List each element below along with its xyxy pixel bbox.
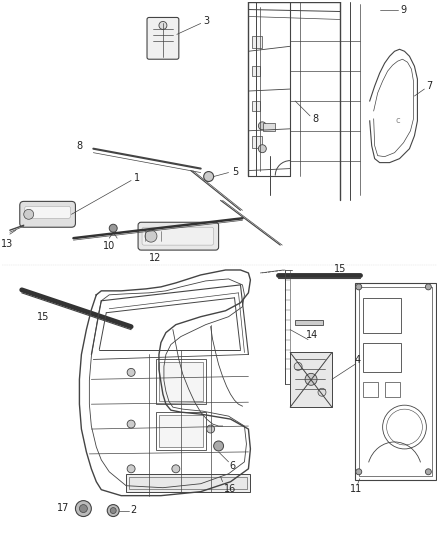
Circle shape xyxy=(127,465,135,473)
Bar xyxy=(252,36,262,49)
Circle shape xyxy=(109,224,117,232)
Circle shape xyxy=(258,122,266,130)
FancyBboxPatch shape xyxy=(138,222,219,250)
Bar xyxy=(129,477,247,489)
Circle shape xyxy=(110,507,116,513)
Bar xyxy=(363,343,400,373)
Circle shape xyxy=(24,209,34,219)
Bar xyxy=(252,66,260,76)
Text: 1: 1 xyxy=(134,173,140,182)
Circle shape xyxy=(127,420,135,428)
Text: 6: 6 xyxy=(230,461,236,471)
Bar xyxy=(159,362,203,401)
Text: 17: 17 xyxy=(57,503,70,513)
Text: 16: 16 xyxy=(224,483,237,494)
Text: 11: 11 xyxy=(350,483,362,494)
FancyBboxPatch shape xyxy=(147,18,179,59)
Circle shape xyxy=(425,284,431,290)
Text: 15: 15 xyxy=(37,312,50,322)
Bar xyxy=(263,123,275,131)
Text: 7: 7 xyxy=(426,81,432,91)
FancyBboxPatch shape xyxy=(25,206,71,219)
Text: c: c xyxy=(395,116,400,125)
Bar xyxy=(359,287,432,476)
Bar xyxy=(156,359,206,404)
Bar xyxy=(252,101,260,111)
Circle shape xyxy=(318,388,326,396)
Bar xyxy=(290,352,332,407)
Bar xyxy=(156,412,206,450)
Circle shape xyxy=(425,469,431,475)
Bar xyxy=(252,136,262,148)
Circle shape xyxy=(145,230,157,242)
Bar xyxy=(295,320,323,325)
Text: 9: 9 xyxy=(400,4,406,14)
Circle shape xyxy=(127,368,135,376)
Circle shape xyxy=(79,505,87,513)
Circle shape xyxy=(356,284,362,290)
Bar xyxy=(363,382,378,397)
Text: 2: 2 xyxy=(130,505,136,514)
Circle shape xyxy=(356,469,362,475)
Text: 15: 15 xyxy=(334,264,346,274)
Circle shape xyxy=(204,172,214,182)
FancyBboxPatch shape xyxy=(20,201,75,227)
Circle shape xyxy=(107,505,119,516)
Bar xyxy=(363,298,400,333)
Circle shape xyxy=(159,21,167,29)
Text: 12: 12 xyxy=(149,253,161,263)
Text: 5: 5 xyxy=(233,166,239,176)
Text: 8: 8 xyxy=(312,114,318,124)
Circle shape xyxy=(172,465,180,473)
Circle shape xyxy=(294,362,302,370)
Bar xyxy=(385,382,399,397)
Text: 4: 4 xyxy=(355,356,361,366)
Circle shape xyxy=(305,374,317,385)
Text: 10: 10 xyxy=(103,241,115,251)
Bar xyxy=(159,415,203,447)
Bar xyxy=(126,474,251,491)
FancyBboxPatch shape xyxy=(142,227,214,245)
Circle shape xyxy=(207,425,215,433)
Text: 3: 3 xyxy=(204,17,210,27)
Circle shape xyxy=(214,441,223,451)
Text: 8: 8 xyxy=(76,141,82,151)
Circle shape xyxy=(258,145,266,152)
Circle shape xyxy=(75,500,92,516)
Text: 13: 13 xyxy=(1,239,13,249)
Text: 14: 14 xyxy=(306,329,318,340)
Bar xyxy=(355,283,436,480)
